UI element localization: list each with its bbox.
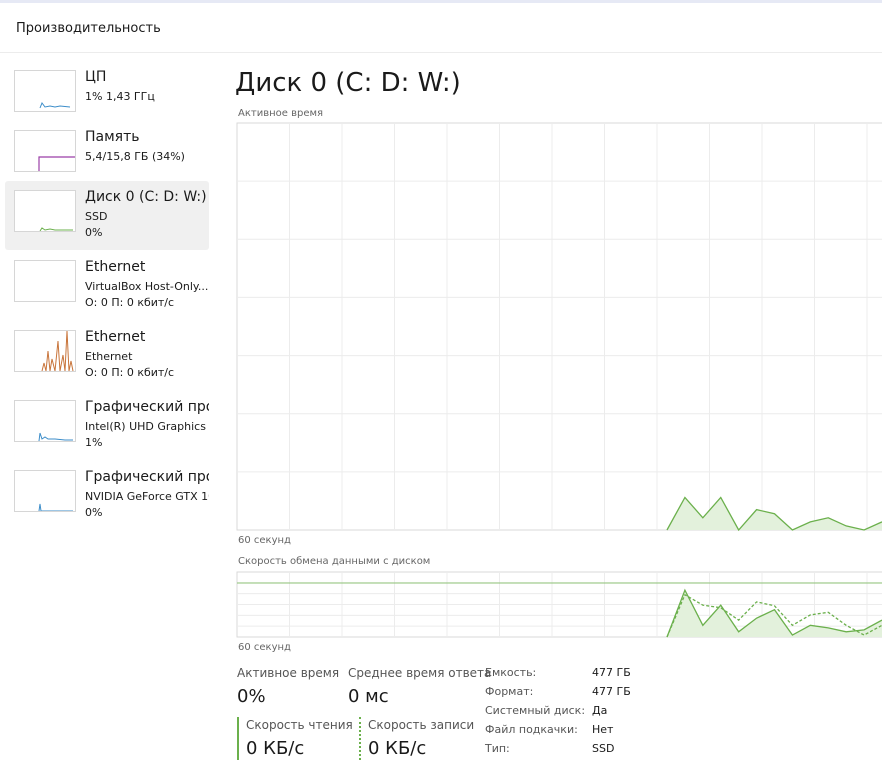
thumbnail (14, 260, 76, 302)
item-detail: 5,4/15,8 ГБ (34%) (85, 150, 185, 163)
thumbnail-graph (39, 101, 71, 109)
graph-frame (236, 122, 882, 531)
property-value: Нет (592, 723, 614, 736)
item-detail: VirtualBox Host-Only... (85, 280, 209, 293)
stat-value: 0% (237, 686, 266, 707)
property-label: Емкость: (485, 666, 537, 679)
stat-label: Скорость записи (368, 718, 475, 732)
graph-area (667, 590, 882, 637)
item-detail: 0% (85, 506, 103, 519)
item-detail: О: 0 П: 0 кбит/с (85, 366, 175, 379)
sidebar-item[interactable]: Графический процессор 1 NVIDIA GeForce GT… (5, 469, 209, 538)
item-detail: 1% 1,43 ГГц (85, 90, 155, 103)
read-indicator (237, 717, 239, 760)
property-value: SSD (592, 742, 615, 755)
property-label: Формат: (485, 685, 534, 698)
graph-footer: 60 секунд (238, 642, 291, 653)
sidebar-item[interactable]: Память 5,4/15,8 ГБ (34%) (5, 129, 209, 198)
thumbnail (14, 470, 76, 512)
item-detail: SSD (85, 210, 108, 223)
item-name: Графический процессор 1 (85, 469, 209, 485)
property-label: Системный диск: (485, 704, 586, 717)
item-name: ЦП (85, 69, 107, 85)
graph-label: Активное время (238, 108, 324, 119)
write-indicator (359, 717, 361, 760)
item-detail: 1% (85, 436, 103, 449)
main-title: Диск 0 (C: D: W:) (235, 68, 461, 98)
read-line (666, 588, 882, 638)
sidebar-item[interactable]: ЦП 1% 1,43 ГГц (5, 69, 209, 138)
thumbnail (14, 70, 76, 112)
stat-value: 0 КБ/с (246, 738, 305, 759)
thumbnail (14, 130, 76, 172)
thumbnail-graph (41, 330, 74, 372)
stat-label: Активное время (237, 666, 340, 680)
property-label: Тип: (485, 742, 510, 755)
sidebar-item[interactable]: Графический процессор 0 Intel(R) UHD Grap… (5, 399, 209, 468)
item-name: Память (85, 129, 140, 145)
thumbnail (14, 190, 76, 232)
active-time-line (666, 496, 882, 532)
stat-value: 0 мс (348, 686, 389, 707)
item-detail: NVIDIA GeForce GTX 1050 (85, 490, 209, 503)
property-value: 477 ГБ (592, 685, 631, 698)
item-name: Диск 0 (C: D: W:) (85, 189, 207, 205)
write-line (666, 593, 882, 638)
header: Производительность (0, 3, 882, 53)
thumbnail (14, 400, 76, 442)
item-detail: Intel(R) UHD Graphics 630 (85, 420, 209, 433)
sidebar-item[interactable]: Диск 0 (C: D: W:) SSD 0% (5, 181, 209, 250)
graph-label: Скорость обмена данными с диском (238, 556, 431, 567)
stat-value: 0 КБ/с (368, 738, 427, 759)
thumbnail-graph (38, 432, 73, 442)
property-value: 477 ГБ (592, 666, 631, 679)
property-label: Файл подкачки: (485, 723, 578, 736)
header-title: Производительность (16, 21, 161, 36)
thumbnail (14, 330, 76, 372)
item-detail: 0% (85, 226, 103, 239)
thumbnail-graph (38, 156, 75, 171)
property-value: Да (592, 704, 608, 717)
sidebar-item[interactable]: Ethernet VirtualBox Host-Only... О: 0 П: 0… (5, 259, 209, 328)
item-name: Ethernet (85, 329, 146, 345)
graph-footer: 60 секунд (238, 535, 291, 546)
item-detail: Ethernet (85, 350, 133, 363)
sidebar-item[interactable]: Ethernet Ethernet О: 0 П: 0 кбит/с (5, 329, 209, 398)
window-border (0, 0, 882, 3)
item-name: Ethernet (85, 259, 146, 275)
item-detail: О: 0 П: 0 кбит/с (85, 296, 175, 309)
stat-label: Среднее время ответа (348, 666, 492, 680)
thumbnail-graph (39, 227, 73, 232)
stat-label: Скорость чтения (246, 718, 353, 732)
item-name: Графический процессор 0 (85, 399, 209, 415)
